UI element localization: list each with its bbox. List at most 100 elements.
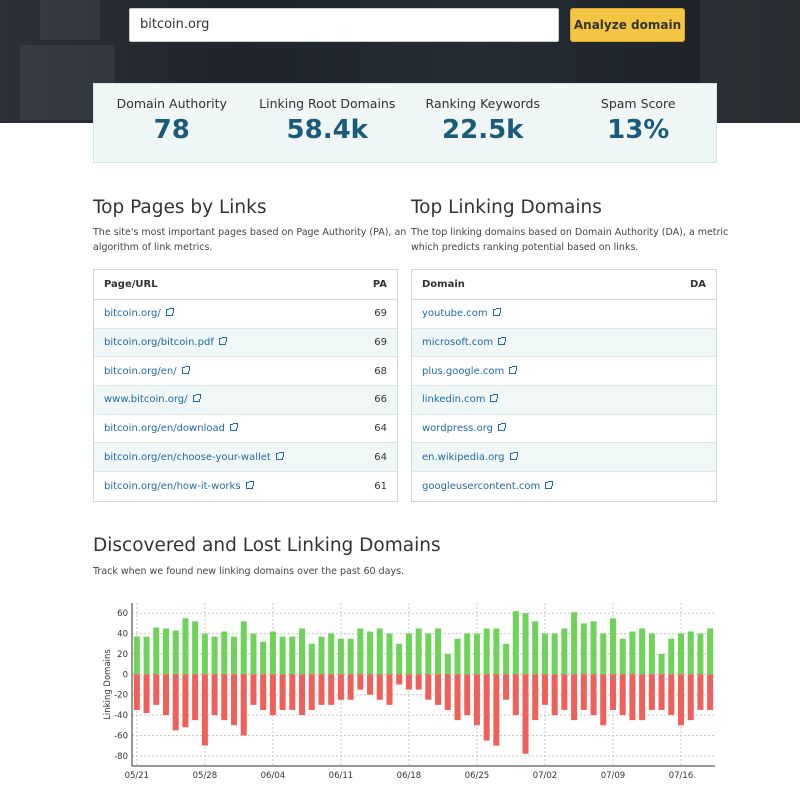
metric-ranking-keywords: Ranking Keywords 22.5k bbox=[405, 84, 561, 162]
lost-bar bbox=[425, 674, 432, 700]
table-row: wordpress.org bbox=[412, 415, 716, 444]
lost-bar bbox=[677, 674, 685, 726]
domain-search-input[interactable]: bitcoin.org bbox=[129, 8, 559, 42]
domain-link[interactable]: linkedin.com bbox=[422, 394, 486, 406]
discovered-bar bbox=[561, 628, 568, 675]
domain-link[interactable]: microsoft.com bbox=[422, 337, 494, 349]
discovered-bar bbox=[551, 633, 558, 675]
page-link[interactable]: bitcoin.org/en/ bbox=[104, 365, 177, 377]
lost-bar bbox=[308, 674, 315, 710]
external-link-icon[interactable] bbox=[181, 365, 190, 374]
chart-svg: -80 -60 -40 -20 0 20 40 60 05/21 05/28 06/04 06/11 0… bbox=[103, 603, 715, 781]
discovered-bar bbox=[192, 621, 199, 675]
description-line: The site's most important pages based on… bbox=[93, 227, 407, 238]
lost-bar bbox=[512, 674, 519, 716]
domain-link[interactable]: wordpress.org bbox=[422, 423, 493, 435]
lost-bar bbox=[571, 674, 578, 721]
metric-label: Domain Authority bbox=[116, 96, 227, 111]
discovered-lost-description: Track when we found new linking domains … bbox=[93, 566, 405, 577]
y-tick-label: 60 bbox=[117, 609, 128, 619]
pa-value: 61 bbox=[374, 480, 387, 492]
lost-bar bbox=[299, 674, 306, 716]
table-header: Page/URL PA bbox=[94, 270, 397, 300]
lost-bar bbox=[347, 674, 354, 700]
lost-bar bbox=[503, 674, 510, 700]
lost-bar bbox=[668, 674, 675, 716]
discovered-bar bbox=[658, 653, 665, 675]
page-link[interactable]: bitcoin.org/bitcoin.pdf bbox=[104, 337, 214, 349]
lost-bar bbox=[454, 674, 461, 721]
external-link-icon[interactable] bbox=[498, 337, 507, 346]
top-pages-table: Page/URL PA bitcoin.org/ 69 bitcoin.org/… bbox=[93, 269, 398, 502]
pa-value: 69 bbox=[374, 337, 387, 349]
external-link-icon[interactable] bbox=[497, 423, 506, 432]
metric-label: Linking Root Domains bbox=[259, 96, 396, 111]
discovered-bar bbox=[143, 636, 150, 675]
external-link-icon[interactable] bbox=[218, 337, 227, 346]
discovered-bar bbox=[269, 631, 276, 675]
lost-bar bbox=[561, 674, 568, 710]
table-row: googleusercontent.com bbox=[412, 472, 716, 501]
lost-bar bbox=[435, 674, 442, 705]
discovered-bar bbox=[493, 628, 500, 675]
external-link-icon[interactable] bbox=[509, 451, 518, 460]
metric-value: 78 bbox=[153, 115, 190, 145]
external-link-icon[interactable] bbox=[492, 308, 501, 317]
lost-bar bbox=[483, 674, 490, 741]
domain-link[interactable]: googleusercontent.com bbox=[422, 480, 541, 492]
metrics-panel: Domain Authority 78 Linking Root Domains… bbox=[93, 83, 717, 163]
lost-bar bbox=[201, 674, 208, 746]
lost-bar bbox=[337, 674, 344, 700]
metric-value: 22.5k bbox=[442, 115, 524, 145]
external-link-icon[interactable] bbox=[165, 308, 174, 317]
x-tick-label: 06/11 bbox=[329, 771, 354, 781]
column-header-url: Page/URL bbox=[104, 279, 158, 290]
discovered-bar bbox=[211, 636, 218, 675]
external-link-icon[interactable] bbox=[245, 480, 254, 489]
discovered-bar bbox=[648, 633, 655, 675]
lost-bar bbox=[211, 674, 218, 716]
metric-spam-score: Spam Score 13% bbox=[561, 84, 717, 162]
lost-bar bbox=[182, 674, 189, 728]
page-link[interactable]: bitcoin.org/en/download bbox=[104, 423, 225, 435]
discovered-bar bbox=[454, 638, 461, 675]
lost-bar bbox=[580, 674, 587, 710]
discovered-bar bbox=[503, 643, 510, 675]
hero-banner: bitcoin.org Analyze domain bbox=[0, 0, 800, 123]
pa-value: 66 bbox=[374, 394, 387, 406]
domain-link[interactable]: en.wikipedia.org bbox=[422, 451, 505, 463]
table-row: plus.google.com bbox=[412, 357, 716, 387]
y-tick-label: -40 bbox=[114, 711, 128, 721]
discovered-bar bbox=[162, 628, 170, 675]
page-link[interactable]: bitcoin.org/ bbox=[104, 308, 161, 320]
table-row: linkedin.com bbox=[412, 386, 716, 415]
page-link[interactable]: www.bitcoin.org/ bbox=[104, 394, 188, 406]
external-link-icon[interactable] bbox=[545, 480, 554, 489]
domain-link[interactable]: plus.google.com bbox=[422, 365, 505, 377]
external-link-icon[interactable] bbox=[275, 451, 284, 460]
lost-bar bbox=[473, 674, 480, 726]
page-link[interactable]: bitcoin.org/en/how-it-works bbox=[104, 480, 241, 492]
y-tick-label: 40 bbox=[117, 630, 128, 640]
top-domains-description: The top linking domains based on Domain … bbox=[411, 225, 728, 255]
y-tick-label: -20 bbox=[114, 691, 128, 701]
domain-link[interactable]: youtube.com bbox=[422, 308, 488, 320]
external-link-icon[interactable] bbox=[509, 365, 518, 374]
discovered-bar bbox=[425, 633, 432, 675]
pa-value: 64 bbox=[374, 451, 387, 463]
page-link[interactable]: bitcoin.org/en/choose-your-wallet bbox=[104, 451, 271, 463]
external-link-icon[interactable] bbox=[192, 394, 201, 403]
analyze-domain-button[interactable]: Analyze domain bbox=[570, 8, 685, 42]
discovered-bar bbox=[405, 633, 412, 675]
lost-bar bbox=[551, 674, 558, 716]
external-link-icon[interactable] bbox=[490, 394, 499, 403]
discovered-bar bbox=[153, 627, 160, 675]
lost-bar bbox=[172, 674, 179, 731]
lost-bar bbox=[493, 674, 500, 746]
discovered-bar bbox=[308, 643, 315, 675]
x-tick-label: 05/21 bbox=[125, 771, 150, 781]
lost-bar bbox=[464, 674, 471, 716]
discovered-bar bbox=[522, 613, 529, 675]
lost-bar bbox=[590, 674, 597, 716]
external-link-icon[interactable] bbox=[229, 423, 238, 432]
